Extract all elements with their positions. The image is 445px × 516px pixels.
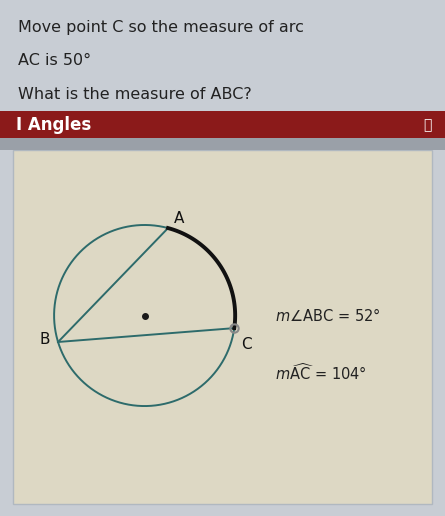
Text: C: C bbox=[241, 337, 252, 352]
Text: $m\widehat{\mathrm{AC}}$ = 104°: $m\widehat{\mathrm{AC}}$ = 104° bbox=[275, 362, 367, 383]
Text: What is the measure of ABC?: What is the measure of ABC? bbox=[18, 87, 251, 102]
FancyBboxPatch shape bbox=[0, 111, 445, 138]
Text: Move point C so the measure of arc: Move point C so the measure of arc bbox=[18, 20, 303, 35]
Text: AC is 50°: AC is 50° bbox=[18, 53, 91, 68]
Text: $m\angle$ABC = 52°: $m\angle$ABC = 52° bbox=[275, 307, 381, 324]
Text: A: A bbox=[174, 211, 184, 226]
Text: B: B bbox=[40, 332, 50, 347]
FancyBboxPatch shape bbox=[0, 138, 445, 150]
FancyBboxPatch shape bbox=[13, 150, 432, 504]
Text: ⚿: ⚿ bbox=[423, 118, 432, 132]
Text: I Angles: I Angles bbox=[16, 116, 91, 134]
